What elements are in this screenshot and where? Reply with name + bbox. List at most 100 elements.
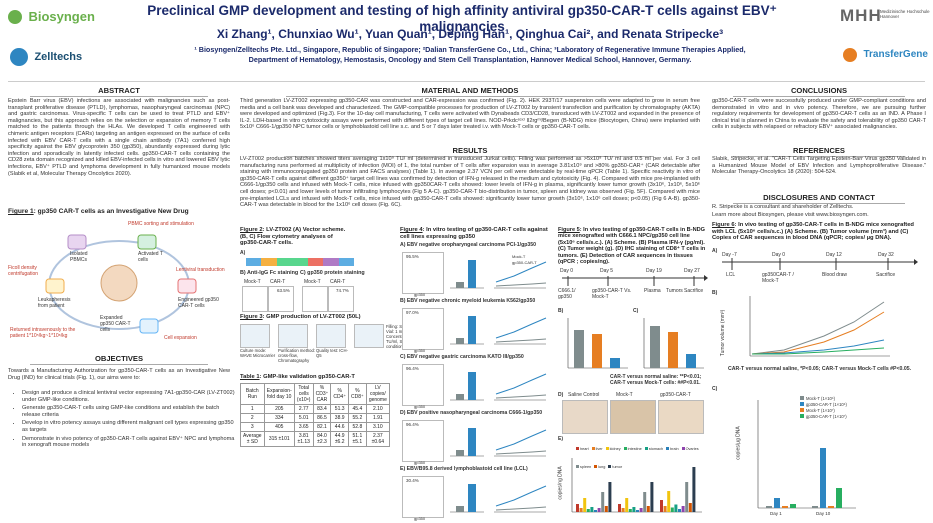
table1: Batch Run Expansion-fold day 10 Total ce… <box>240 383 391 447</box>
table-cell: 44.6 <box>330 422 350 432</box>
table-cell: Average ± SD <box>240 431 265 447</box>
fig4-line-car <box>495 261 547 283</box>
transfergene-logo: TransferGene <box>843 46 929 68</box>
objective-item: Design and produce a clinical lentiviral… <box>22 390 238 403</box>
fig4-line-car <box>495 429 547 451</box>
fig4-ifn-chart <box>450 428 484 457</box>
legend-label: gp350-CAR-T (1×10⁷) <box>806 414 847 419</box>
figure6-title-text: : In vivo testing of gp350-CAR-T cells i… <box>712 222 914 242</box>
fig4-line-car <box>495 317 547 339</box>
fig4-panel-title: A) EBV negative oropharyngeal carcinoma … <box>400 242 537 248</box>
table1-title-text: : GMP-like validation gp350-CAR-T <box>259 374 355 380</box>
chart-bar <box>660 500 663 512</box>
fig3-purif-label: Purification method: cross-flow, Chromat… <box>278 348 316 363</box>
fig4-bar-car <box>468 484 476 512</box>
table-cell: 84.0 ±2.3 <box>312 431 332 447</box>
fig1-label-activated: Activated T cells <box>138 251 163 263</box>
fig6-ylabel-c: copies/µg DNA <box>735 426 742 460</box>
chart-bar <box>643 492 647 512</box>
legend-label: Mock-T (1×10⁷) <box>806 408 835 413</box>
chart-bar <box>681 506 685 512</box>
fig2-panel-a: A) <box>240 250 246 256</box>
fig2-car-label-2: CAR-T <box>330 279 346 285</box>
fig6-day-32: Day 32 <box>878 252 894 258</box>
fig5-tissue-legend-item: Ovaries <box>681 447 699 451</box>
fig5-tissue-legend-item: kidney <box>605 447 621 451</box>
figure5-title-label: Figure 5 <box>558 227 580 233</box>
legend-swatch <box>623 447 627 450</box>
fig4-histogram <box>402 252 444 294</box>
fig5-panel-e: E) <box>558 436 563 442</box>
legend-label: spleen <box>580 465 592 469</box>
fig5-tissue-legend-item: spleen <box>576 465 591 469</box>
fig1-label-returned: Returned intravenously to the patient 1*… <box>10 327 76 339</box>
fig6-legend: Mock-T (1×10⁶) gp350-CAR-T (1×10⁶) Mock-T … <box>800 396 890 436</box>
chart-bar <box>639 508 643 512</box>
fig2-panel-b: B) Anti-IgG Fc staining <box>240 270 299 276</box>
figure1-diagram: PBMC sorting and stimulation Isolated PB… <box>8 219 230 349</box>
legend-swatch <box>576 447 579 450</box>
table-cell: 405 <box>263 422 295 432</box>
table-cell: 2.10 <box>365 404 391 414</box>
mhh-logo-subtext: Medizinische Hochschule Hannover <box>880 9 930 19</box>
chart-bar <box>604 506 608 512</box>
table-cell: 55.2 <box>348 413 367 423</box>
fig4-percent: 97.0% <box>406 310 419 315</box>
figure1-title-text: : gp350 CAR-T cells as an Investigative … <box>33 208 189 215</box>
fig2-pct-1: 63.5% <box>277 288 290 293</box>
table-cell: 51.1 ±5.1 <box>348 431 367 447</box>
zelltechs-logo: Zelltechs <box>10 48 100 72</box>
fig4-percent: 30.4% <box>406 478 419 483</box>
fig5-tissue-chart <box>571 458 702 513</box>
fig5-tissue-legend-item: intestine <box>623 447 642 451</box>
mhh-logo: MHH Medizinische Hochschule Hannover <box>840 6 930 36</box>
objectives-list: Design and produce a clinical lentiviral… <box>12 390 238 451</box>
chart-bar <box>670 507 674 512</box>
legend-swatch <box>666 447 670 450</box>
table-header: % CD8⁺ <box>348 383 367 405</box>
table-cell: 5.01 <box>293 413 314 423</box>
zelltechs-logo-text: Zelltechs <box>34 51 83 63</box>
chart-bar <box>692 467 696 512</box>
fig5-ihc-image-2 <box>610 400 656 434</box>
fig5-plasma-chart <box>567 318 628 369</box>
fig4-bar-mock <box>456 506 464 512</box>
table-header: % CD3⁺ CAR <box>312 383 332 405</box>
table-cell: 315 ±101 <box>263 431 295 447</box>
conclusions-heading: CONCLUSIONS <box>712 86 926 97</box>
table-cell: 1 <box>240 404 265 414</box>
legend-swatch <box>608 465 612 468</box>
fig5-tissue-legend-item: tumor <box>608 465 622 469</box>
table-cell: 3.65 <box>293 422 314 432</box>
fig4-line-mock <box>495 282 547 287</box>
chart-bar <box>766 506 772 508</box>
abstract-text: Epstein Barr virus (EBV) infections are … <box>8 98 230 177</box>
fig5-ihc-image-1 <box>562 400 608 434</box>
fig4-line-mock <box>495 394 547 399</box>
table-cell: 3.81 ±1.13 <box>293 431 314 447</box>
fig3-culture-label: Culture mode: WAVE Microcarrier <box>240 348 276 358</box>
figure5-title: Figure 5: In vivo testing of gp350-CAR-T… <box>558 227 708 265</box>
fig4-axis-label: gp350 <box>414 460 426 465</box>
fig4-percent: 95.5% <box>406 254 419 259</box>
fig5-tissue-legend-item: heart <box>576 447 589 451</box>
table-cell: 205 <box>263 404 295 414</box>
legend-label: stomach <box>648 447 664 451</box>
fig4-percent: 96.4% <box>406 366 419 371</box>
fig2-flow-plot-2 <box>268 286 294 312</box>
fig5-day-27: Day 27 <box>684 268 700 274</box>
chart-bar <box>650 326 660 368</box>
figure1-title-label: Figure 1 <box>8 208 34 215</box>
objective-item: Develop in vitro potency assays using di… <box>22 420 238 433</box>
fig5-ihc-saline: Saline Control <box>568 392 600 398</box>
chart-bar <box>625 498 629 512</box>
fig4-bar-mock <box>456 338 464 344</box>
table-cell: 38.9 <box>330 413 350 423</box>
table-header: Batch Run <box>240 383 265 405</box>
affiliation-line-1: ¹ Biosyngen/Zelltechs Pte. Ltd., Singapo… <box>194 45 746 54</box>
fig4-ifn-chart <box>450 372 484 401</box>
chart-bar <box>828 506 834 508</box>
methods-heading: MATERIAL AND METHODS <box>240 86 700 97</box>
fig4-histogram <box>402 308 444 350</box>
chart-bar <box>678 509 681 512</box>
